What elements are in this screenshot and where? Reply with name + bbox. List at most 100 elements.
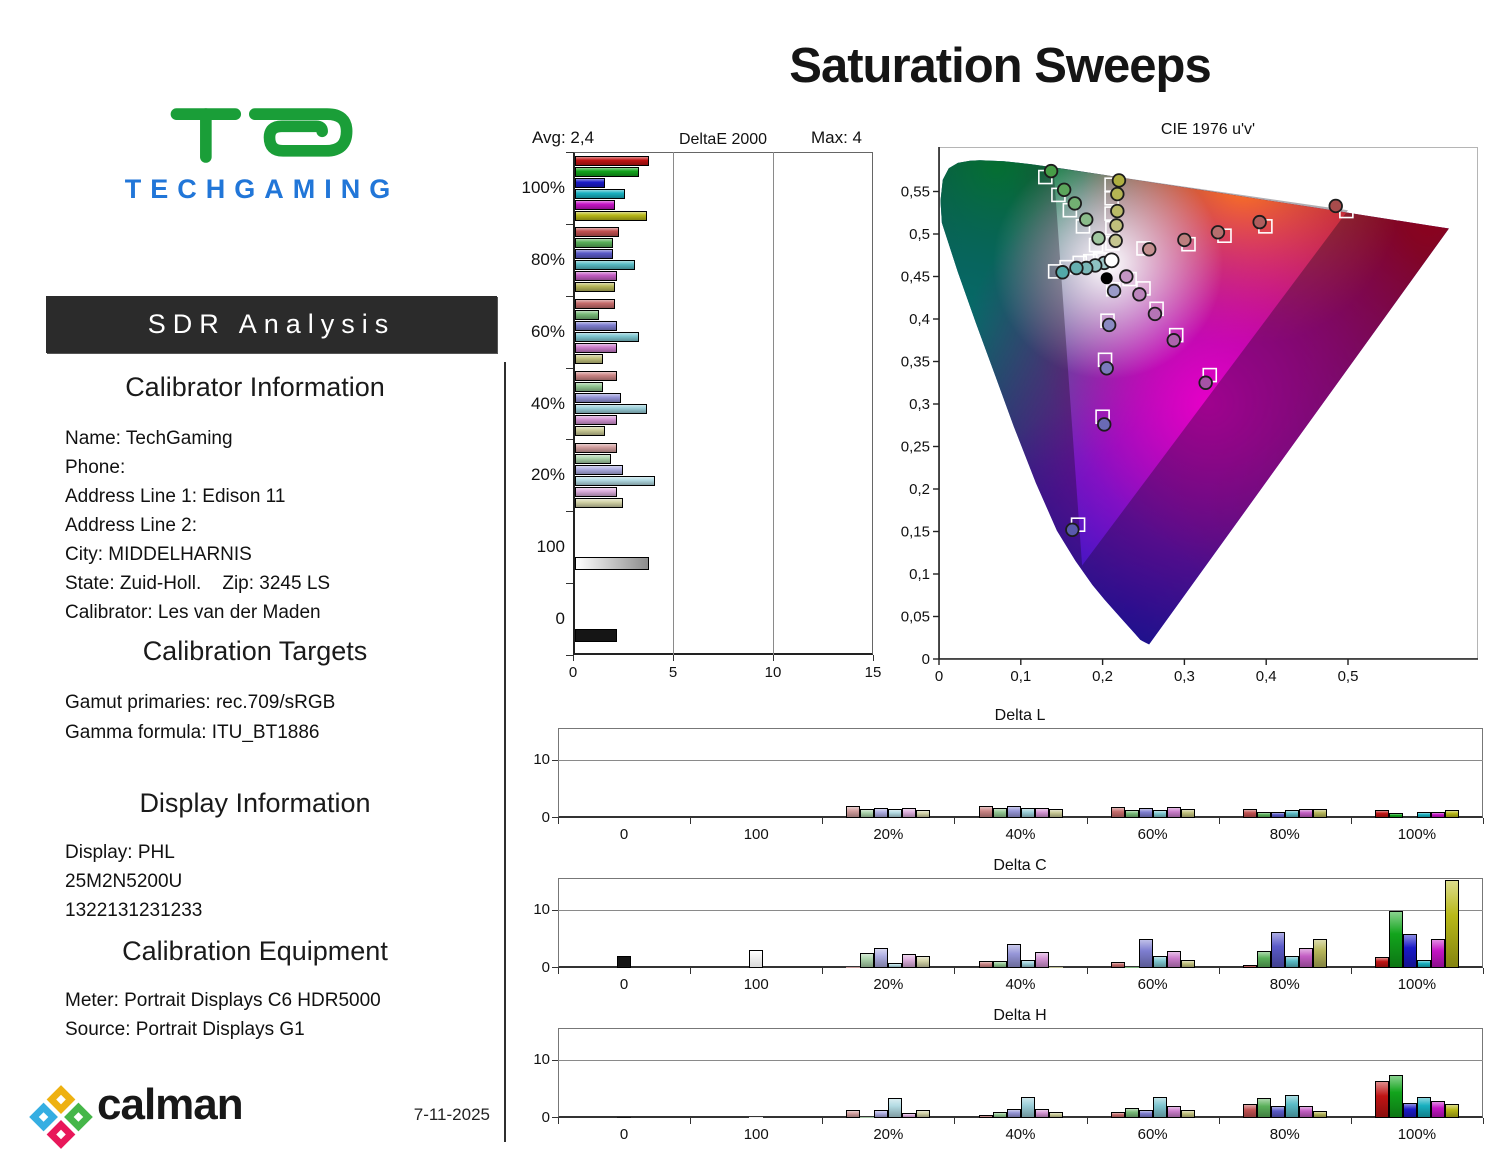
delta-bar xyxy=(1430,938,1445,968)
delta-bar xyxy=(1416,1097,1431,1118)
delta-bar xyxy=(902,807,917,818)
deltae-bar xyxy=(575,166,639,177)
delta-bar xyxy=(916,809,931,818)
delta-bar xyxy=(874,1110,889,1118)
delta-bar xyxy=(1006,805,1021,818)
axis-tick-label: 0,3 xyxy=(909,396,930,413)
cie-measured-point-magenta xyxy=(1132,287,1147,302)
delta-bar xyxy=(1020,808,1035,818)
delta-bar xyxy=(1270,1106,1285,1118)
info-line: 1322131231233 xyxy=(65,900,203,921)
axis-tick-label: 80% xyxy=(1269,976,1300,993)
delta-x-tick xyxy=(558,818,559,824)
delta-bar xyxy=(1166,1106,1181,1118)
deltae-bar xyxy=(575,415,617,426)
axis-tick-label: 10 xyxy=(533,1050,550,1068)
delta-bar xyxy=(1242,965,1257,968)
delta-bar xyxy=(874,807,889,818)
info-line: Name: TechGaming xyxy=(65,428,233,449)
delta-y-tick xyxy=(552,759,558,761)
deltae-bar xyxy=(575,486,617,497)
delta-x-tick xyxy=(690,1118,692,1124)
delta-x-tick xyxy=(1218,968,1220,974)
calman-logo-text: calman xyxy=(97,1080,244,1129)
deltae-y-tick xyxy=(566,295,573,297)
axis-tick-label: 0 xyxy=(541,1109,550,1126)
axis-tick-label: 0,15 xyxy=(901,524,930,541)
delta-bar xyxy=(1138,808,1153,818)
delta-bar xyxy=(888,809,903,818)
delta-bar xyxy=(1020,1096,1035,1118)
axis-tick-label: 0,4 xyxy=(909,311,930,328)
cie-measured-point-cyan xyxy=(1055,265,1070,280)
cie-axes: 0 0,05 0,1 0,15 0,2 0,25 0,3 0,35 0,4 0,45 0,5 0,55… xyxy=(901,147,1478,685)
deltae-bar xyxy=(575,382,603,393)
delta-bar xyxy=(1284,956,1299,968)
axis-tick-label: 40% xyxy=(1005,826,1036,843)
cie-white-target xyxy=(1100,272,1113,285)
axis-tick-label: 20% xyxy=(873,1126,904,1143)
delta-y-tick xyxy=(552,1117,558,1118)
axis-tick-label: 20% xyxy=(873,826,904,843)
info-line: Phone: xyxy=(65,457,126,478)
deltae-x-tick xyxy=(773,655,774,661)
deltae-y-tick xyxy=(566,223,573,225)
delta-bar xyxy=(992,1112,1007,1118)
delta-bar xyxy=(1180,809,1195,818)
axis-tick-label: 10 xyxy=(533,750,550,768)
axis-tick-label: 0,1 xyxy=(909,566,930,583)
delta-bar xyxy=(1444,879,1459,968)
delta-bar xyxy=(1444,810,1459,818)
deltae-bar xyxy=(575,282,615,293)
deltae-bar xyxy=(575,332,639,343)
delta-bar xyxy=(1388,1075,1403,1118)
axis-tick-label: 100 xyxy=(743,826,769,843)
calman-diamond-right xyxy=(64,1102,93,1132)
deltae-bar xyxy=(575,343,617,354)
info-line: Display: PHL xyxy=(65,842,175,863)
delta-l-title: Delta L xyxy=(994,707,1046,724)
deltae-group-label: 80% xyxy=(530,249,565,269)
deltae-plot-area xyxy=(573,152,873,655)
delta-bar xyxy=(1048,1112,1063,1118)
delta-bar xyxy=(1242,808,1257,818)
delta-bar xyxy=(1388,812,1403,818)
delta-y-tick xyxy=(552,817,558,818)
delta-bar xyxy=(846,966,861,968)
cie-measured-point-blue xyxy=(1106,283,1122,299)
delta-bar xyxy=(1402,934,1417,968)
deltae-max-label: Max: 4 xyxy=(810,128,862,147)
info-line: Gamut primaries: rec.709/sRGB xyxy=(65,692,336,713)
axis-tick-label: 0 xyxy=(541,959,550,976)
section-heading-display: Display Information xyxy=(139,788,371,818)
deltae-bar xyxy=(575,497,623,508)
delta-x-tick xyxy=(1218,818,1220,824)
deltae-bar xyxy=(575,629,617,643)
axis-tick-label: 0 xyxy=(568,664,578,681)
deltae-bar xyxy=(575,210,647,221)
axis-tick-label: 10 xyxy=(764,664,782,681)
axis-tick-label: 0,5 xyxy=(1338,668,1359,685)
axis-tick-label: 100% xyxy=(1397,1126,1437,1143)
deltae-group-label: 20% xyxy=(530,465,565,485)
delta-bar xyxy=(1020,960,1035,968)
delta-bar xyxy=(1256,950,1271,968)
cie-chart-title: CIE 1976 u'v' xyxy=(1160,121,1256,138)
info-line: Calibrator: Les van der Maden xyxy=(65,602,321,623)
delta-bar xyxy=(978,1115,993,1118)
deltae-bar xyxy=(575,354,603,365)
delta-x-tick xyxy=(822,968,824,974)
info-line: Meter: Portrait Displays C6 HDR5000 xyxy=(65,990,381,1011)
cie-measured-point-blue xyxy=(1065,522,1080,538)
axis-tick-label: 0 xyxy=(619,1126,629,1143)
delta-x-tick xyxy=(1483,818,1484,824)
axis-tick-label: 0 xyxy=(541,809,550,826)
delta-bar xyxy=(749,950,764,968)
deltae-y-tick xyxy=(566,655,573,656)
cie-measured-point-green xyxy=(1079,212,1094,227)
delta-bar xyxy=(1430,811,1445,818)
deltae-y-tick xyxy=(566,511,573,513)
cie-measured-point-red xyxy=(1177,232,1192,248)
delta-bar xyxy=(1284,1094,1299,1118)
logo-g-loop xyxy=(249,108,353,157)
